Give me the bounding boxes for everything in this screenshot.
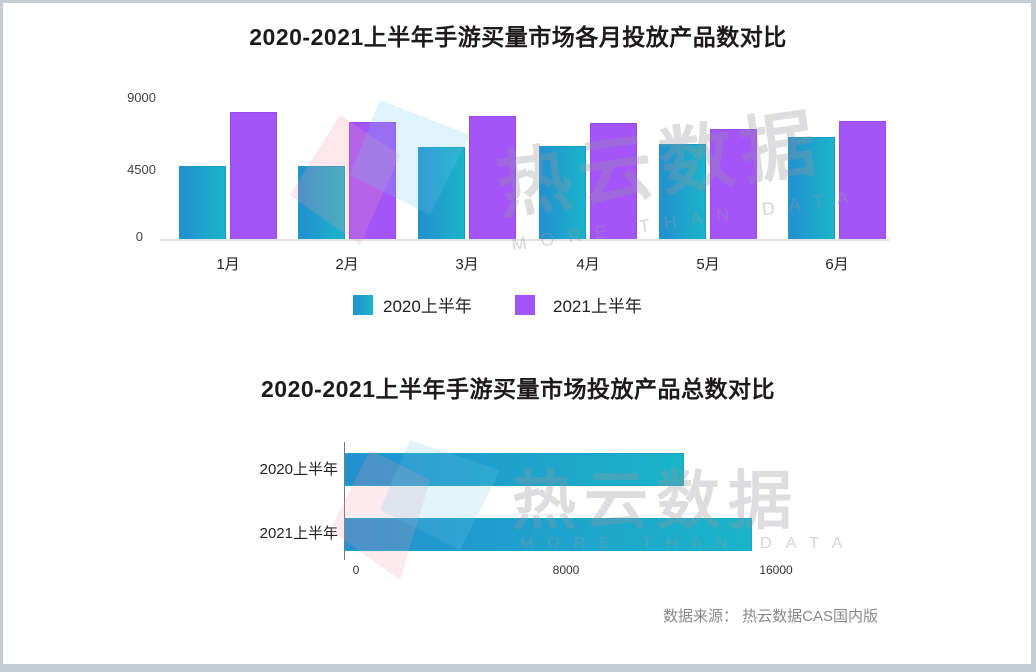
x-tick-month: 6月 xyxy=(825,256,849,273)
chart-canvas xyxy=(3,3,1031,664)
bar-2020上半年-5月[interactable] xyxy=(659,144,706,240)
bar-2020上半年-1月[interactable] xyxy=(179,165,226,240)
bar-2020上半年-4月[interactable] xyxy=(539,145,586,240)
x-tick-month: 5月 xyxy=(696,256,720,273)
y-tick-0: 0 xyxy=(135,229,143,244)
chart2-title: 2020-2021上半年手游买量市场投放产品总数对比 xyxy=(261,376,775,402)
hbar-2020上半年[interactable] xyxy=(345,453,685,486)
bar-2020上半年-6月[interactable] xyxy=(788,136,835,240)
bar-2020上半年-2月[interactable] xyxy=(298,165,345,240)
x-tick-month: 1月 xyxy=(216,256,240,273)
y-axis-line xyxy=(344,442,345,560)
bar-2021上半年-2月[interactable] xyxy=(349,121,396,240)
bar-2021上半年-3月[interactable] xyxy=(469,115,516,240)
x-axis-line xyxy=(160,239,890,241)
bar-2020上半年-3月[interactable] xyxy=(418,147,465,240)
bar-2021上半年-5月[interactable] xyxy=(710,128,757,240)
y-tick-9000: 9000 xyxy=(127,90,156,105)
bar-2021上半年-1月[interactable] xyxy=(230,111,277,240)
legend-2021[interactable]: 2021上半年 xyxy=(515,292,642,317)
legend-label-2020: 2020上半年 xyxy=(383,297,472,316)
x-tick-month: 2月 xyxy=(335,256,359,273)
x-tick-16000: 16000 xyxy=(759,563,793,577)
hbar-label-2021: 2021上半年 xyxy=(259,525,338,542)
legend-swatch-2020 xyxy=(353,294,373,315)
x-tick-month: 4月 xyxy=(576,256,600,273)
data-source-note: 数据来源： 热云数据CAS国内版 xyxy=(663,608,879,625)
legend-swatch-2021 xyxy=(515,294,535,315)
legend-label-2021: 2021上半年 xyxy=(553,297,642,316)
legend-2020[interactable]: 2020上半年 xyxy=(353,292,472,317)
x-tick-8000: 8000 xyxy=(552,563,580,577)
bar-2021上半年-4月[interactable] xyxy=(590,122,637,240)
hbar-2021上半年[interactable] xyxy=(345,518,752,551)
bar-2021上半年-6月[interactable] xyxy=(839,121,886,240)
y-tick-4500: 4500 xyxy=(127,162,156,177)
x-tick-0: 0 xyxy=(352,563,360,577)
chart1-title: 2020-2021上半年手游买量市场各月投放产品数对比 xyxy=(249,24,787,50)
hbar-label-2020: 2020上半年 xyxy=(259,461,338,478)
x-tick-month: 3月 xyxy=(455,256,479,273)
